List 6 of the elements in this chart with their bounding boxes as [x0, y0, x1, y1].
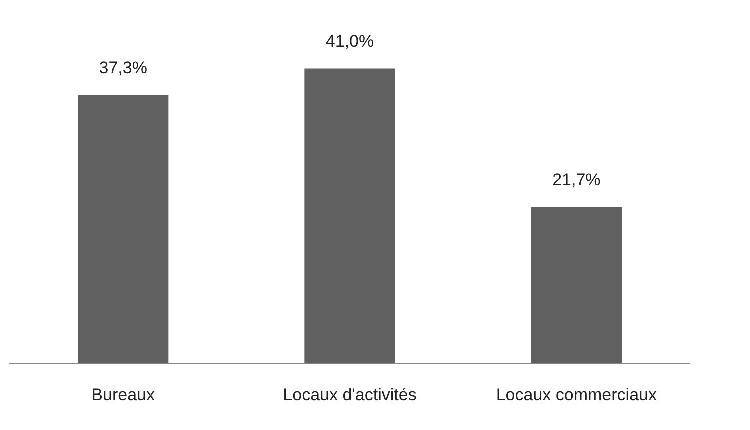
x-tick-label: Bureaux	[92, 385, 156, 404]
data-label: 37,3%	[99, 58, 148, 78]
data-label: 41,0%	[326, 32, 374, 51]
x-tick-label: Locaux commerciaux	[496, 385, 658, 404]
x-tick-label: Locaux d'activités	[283, 385, 417, 404]
data-label: 21,7%	[552, 170, 601, 190]
